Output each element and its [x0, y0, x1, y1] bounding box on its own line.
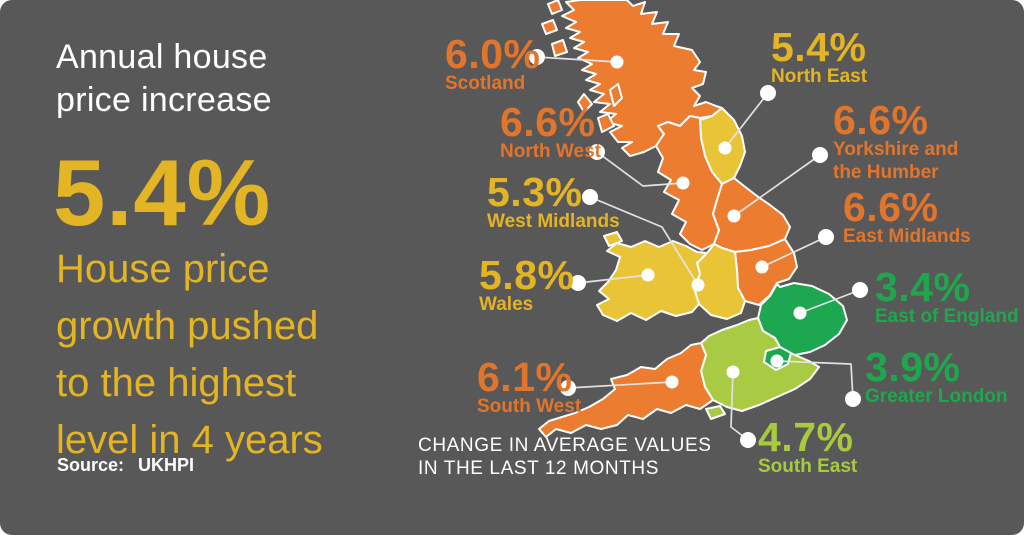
region-name: North West [500, 141, 601, 162]
connector-dot [740, 432, 756, 448]
connector-east-of-england [799, 289, 861, 314]
region-anglesey-shape [603, 231, 623, 247]
connector-west-midlands [589, 196, 699, 286]
region-name: East of England [875, 306, 1019, 327]
subheading-line1: House price [56, 247, 270, 291]
region-scotland-islands [541, 0, 623, 133]
region-isle-of-wight-shape [705, 405, 726, 420]
region-label-greater-london: 3.9% Greater London [865, 344, 1008, 407]
region-label-north-west: 6.6% North West [500, 99, 601, 162]
region-value: 6.1% [477, 354, 573, 400]
connector-dot [726, 365, 740, 379]
region-value: 5.3% [487, 169, 583, 215]
connector-dot [812, 147, 828, 163]
connector-dot [770, 354, 784, 368]
region-name: Greater London [865, 386, 1008, 407]
region-scotland-shape [561, 0, 723, 157]
connector-wales [577, 274, 649, 284]
connector-dot [718, 141, 732, 155]
region-value: 3.9% [865, 344, 961, 390]
region-value: 5.8% [479, 252, 575, 298]
region-label-scotland: 6.0% Scotland [445, 31, 541, 94]
connector-dot [760, 85, 776, 101]
map-note: CHANGE IN AVERAGE VALUES IN THE LAST 12 … [418, 434, 712, 480]
page-title: Annual house price increase [56, 36, 272, 122]
region-south-west-shape [538, 342, 714, 438]
region-name: Wales [479, 294, 534, 315]
map-note-line2: IN THE LAST 12 MONTHS [418, 458, 660, 479]
region-name: Scotland [445, 73, 526, 94]
connector-dot [610, 55, 624, 69]
connector-dot [641, 268, 655, 282]
connector-yorkshire [733, 154, 821, 217]
region-label-wales: 5.8% Wales [479, 252, 575, 315]
page-title-line1: Annual house [56, 38, 268, 76]
connector-dot [589, 144, 605, 160]
connector-dot [818, 229, 834, 245]
connector-dot [845, 391, 861, 407]
region-wales-shape [596, 240, 708, 322]
source-line: Source: UKHPI [57, 455, 194, 476]
region-label-south-east: 4.7% South East [758, 414, 858, 477]
region-name: South East [758, 456, 858, 477]
region-value: 6.0% [445, 31, 541, 77]
region-value: 6.6% [843, 184, 939, 230]
source-value: UKHPI [138, 455, 195, 475]
region-label-west-midlands: 5.3% West Midlands [487, 169, 620, 232]
region-value: 4.7% [758, 414, 854, 460]
connector-dot [727, 209, 741, 223]
region-label-east-of-england: 3.4% East of England [875, 264, 1019, 327]
connector-dot [691, 278, 705, 292]
region-label-yorkshire: 6.6% Yorkshire and the Humber [833, 97, 959, 183]
subheading: House price growth pushed to the highest… [56, 241, 323, 469]
connector-dot [665, 375, 679, 389]
connector-scotland [536, 56, 618, 63]
region-name-line1: Yorkshire and [833, 139, 959, 160]
connector-south-west [567, 381, 673, 389]
region-value: 6.6% [500, 99, 596, 145]
region-label-north-east: 5.4% North East [771, 24, 868, 87]
connector-east-midlands [761, 236, 827, 268]
connector-dot [582, 189, 598, 205]
connector-greater-london [776, 360, 854, 400]
connector-north-west [596, 151, 684, 187]
headline-value: 5.4% [53, 140, 272, 245]
subheading-line4: level in 4 years [56, 418, 323, 462]
region-value: 5.4% [771, 24, 867, 70]
connector-dot [755, 260, 769, 274]
region-name-line2: the Humber [833, 162, 939, 183]
region-name: East Midlands [843, 226, 971, 247]
page-title-line2: price increase [56, 81, 272, 119]
subheading-line2: growth pushed [56, 304, 319, 348]
region-name: South West [477, 396, 582, 417]
region-value: 3.4% [875, 264, 971, 310]
connector-north-east [724, 92, 769, 149]
connector-dot [560, 380, 576, 396]
connector-dot [852, 282, 868, 298]
connector-dot [529, 49, 545, 65]
region-name: West Midlands [487, 211, 620, 232]
source-label: Source: [57, 455, 125, 475]
region-name: North East [771, 66, 868, 87]
map-note-line1: CHANGE IN AVERAGE VALUES [418, 435, 712, 456]
connector-dot [570, 275, 586, 291]
region-label-south-west: 6.1% South West [477, 354, 582, 417]
region-label-east-midlands: 6.6% East Midlands [843, 184, 971, 247]
connector-dot [793, 306, 807, 320]
subheading-line3: to the highest [56, 361, 297, 405]
connector-dot [676, 176, 690, 190]
region-value: 6.6% [833, 97, 929, 143]
